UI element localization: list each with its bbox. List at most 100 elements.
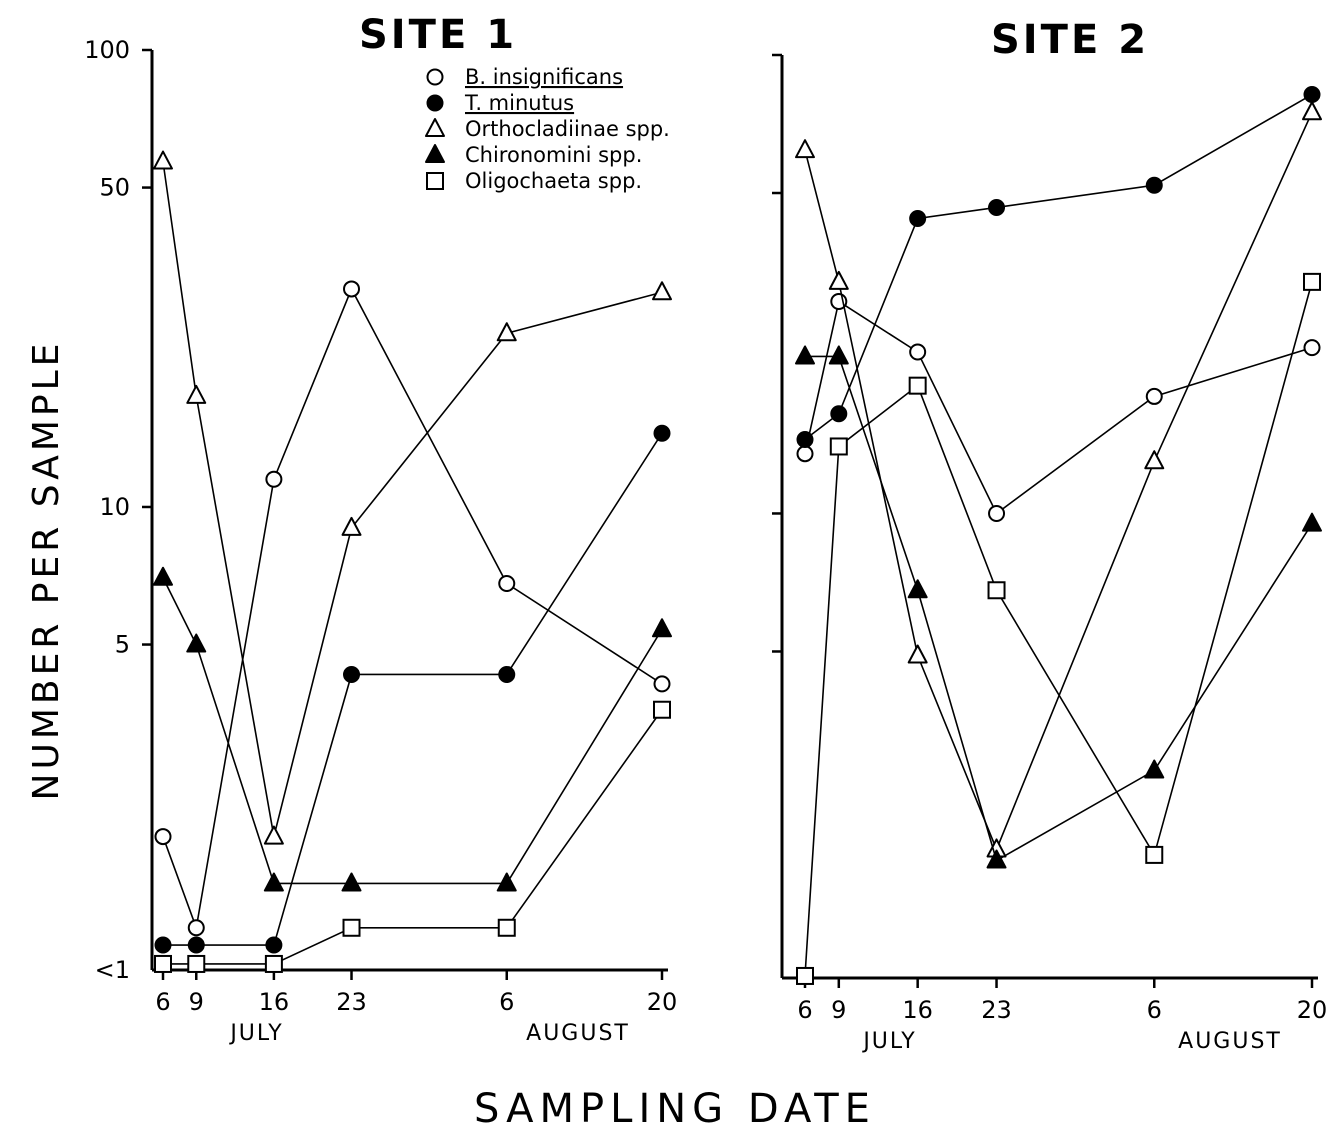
data-point xyxy=(1144,759,1165,779)
data-point xyxy=(1303,272,1321,291)
x-month-label: JULY xyxy=(861,1029,916,1054)
data-point xyxy=(498,665,516,683)
legend-label: Oligochaeta spp. xyxy=(465,169,642,193)
y-tick-label: 100 xyxy=(84,36,130,64)
x-tick-label: 9 xyxy=(189,988,204,1016)
data-point xyxy=(1302,101,1322,121)
data-point xyxy=(828,270,849,290)
data-point xyxy=(1145,387,1163,405)
x-tick-label: 23 xyxy=(981,996,1012,1024)
series-line xyxy=(162,161,663,837)
data-point xyxy=(909,209,927,227)
data-point xyxy=(907,579,928,599)
data-point xyxy=(496,872,517,892)
x-tick-label: 20 xyxy=(647,988,678,1016)
data-point xyxy=(1303,86,1321,104)
data-point xyxy=(154,936,172,954)
y-tick-label: <1 xyxy=(95,956,130,984)
series-t-minutus xyxy=(796,86,1321,448)
data-point xyxy=(908,376,927,395)
data-point xyxy=(1303,339,1321,357)
series-b-insignificans xyxy=(796,292,1321,522)
series-line xyxy=(804,111,1313,852)
series-line xyxy=(804,93,1313,441)
data-point xyxy=(498,575,516,593)
x-tick-label: 16 xyxy=(902,996,933,1024)
data-point xyxy=(343,280,361,298)
x-month-label: AUGUST xyxy=(1178,1029,1282,1054)
data-point xyxy=(187,936,205,954)
data-point xyxy=(1145,176,1163,194)
data-point xyxy=(795,345,815,365)
x-tick-label: 20 xyxy=(1297,996,1328,1024)
data-point xyxy=(987,581,1006,600)
data-point xyxy=(653,675,671,693)
x-tick-label: 6 xyxy=(499,988,514,1016)
x-axis-title: SAMPLING DATE xyxy=(474,1086,876,1131)
data-point xyxy=(187,954,206,973)
series-line xyxy=(162,287,663,931)
panel-title: SITE 1 xyxy=(359,12,517,58)
series-line xyxy=(163,709,663,965)
data-point xyxy=(907,644,928,664)
x-month-label: AUGUST xyxy=(526,1021,630,1046)
data-point xyxy=(909,343,927,361)
data-point xyxy=(795,139,815,159)
x-tick-label: 6 xyxy=(155,988,170,1016)
data-point xyxy=(652,281,672,301)
data-point xyxy=(497,918,516,937)
legend-marker xyxy=(426,172,444,190)
legend-entry: Chironomini spp. xyxy=(425,143,642,167)
data-point xyxy=(263,872,284,892)
x-tick-label: 16 xyxy=(259,988,290,1016)
x-tick-label: 23 xyxy=(336,988,367,1016)
data-point xyxy=(187,919,205,937)
data-point xyxy=(263,825,284,845)
legend-label: Chironomini spp. xyxy=(465,143,642,167)
series-oligochaeta-spp xyxy=(796,272,1321,985)
legend-entry: B. insignificans xyxy=(426,65,623,89)
data-point xyxy=(264,954,283,973)
data-point xyxy=(829,437,848,456)
series-line xyxy=(805,355,1313,862)
legend-marker xyxy=(425,144,445,163)
data-point xyxy=(796,966,814,985)
series-line xyxy=(162,577,663,885)
legend-marker xyxy=(426,94,444,112)
series-oligochaeta-spp xyxy=(154,700,671,973)
series-chironomini-spp xyxy=(153,566,672,892)
series-chironomini-spp xyxy=(795,345,1322,869)
data-point xyxy=(986,849,1007,869)
y-tick-label: 50 xyxy=(99,174,130,202)
series-line xyxy=(804,281,1313,977)
data-point xyxy=(828,345,849,365)
data-point xyxy=(796,445,814,463)
data-point xyxy=(265,470,283,488)
data-point xyxy=(653,700,671,719)
series-orthocladiinae-spp xyxy=(795,101,1322,858)
data-point xyxy=(153,566,173,586)
x-tick-label: 6 xyxy=(797,996,812,1024)
data-point xyxy=(830,405,848,423)
y-tick-label: 10 xyxy=(99,493,130,521)
legend-label: T. minutus xyxy=(464,91,574,115)
series-line xyxy=(804,300,1313,515)
x-tick-label: 6 xyxy=(1147,996,1162,1024)
data-point xyxy=(1145,845,1164,864)
data-point xyxy=(265,936,283,954)
y-tick-label: 5 xyxy=(115,631,130,659)
data-point xyxy=(154,828,172,846)
data-point xyxy=(343,665,361,683)
data-point xyxy=(154,954,172,973)
legend-entry: Orthocladiinae spp. xyxy=(425,117,670,141)
data-point xyxy=(653,424,671,442)
legend-entry: Oligochaeta spp. xyxy=(426,169,642,193)
legend-entry: T. minutus xyxy=(426,91,574,115)
data-point xyxy=(342,918,361,937)
data-point xyxy=(988,504,1006,522)
data-point xyxy=(341,872,362,892)
data-point xyxy=(186,384,207,404)
